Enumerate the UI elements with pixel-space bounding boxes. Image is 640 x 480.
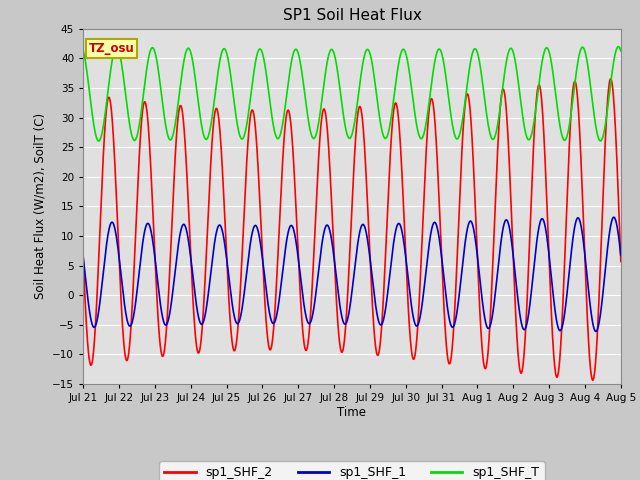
Line: sp1_SHF_1: sp1_SHF_1 xyxy=(83,217,621,332)
sp1_SHF_T xyxy=(285,71,293,76)
sp1_SHF_T xyxy=(548,67,556,72)
sp1_SHF_1 xyxy=(141,229,148,235)
sp1_SHF_2 xyxy=(607,76,614,82)
sp1_SHF_T xyxy=(173,112,180,118)
X-axis label: Time: Time xyxy=(337,406,367,419)
sp1_SHF_1 xyxy=(79,254,87,260)
sp1_SHF_T xyxy=(79,48,87,54)
sp1_SHF_1 xyxy=(548,284,556,289)
Y-axis label: Soil Heat Flux (W/m2), SoilT (C): Soil Heat Flux (W/m2), SoilT (C) xyxy=(34,113,47,300)
sp1_SHF_1 xyxy=(607,224,614,230)
sp1_SHF_2 xyxy=(548,329,556,335)
sp1_SHF_2 xyxy=(617,259,625,264)
sp1_SHF_T xyxy=(614,44,622,49)
sp1_SHF_1 xyxy=(617,252,625,258)
sp1_SHF_1 xyxy=(285,225,293,231)
sp1_SHF_1 xyxy=(173,257,180,263)
Text: TZ_osu: TZ_osu xyxy=(88,42,134,55)
sp1_SHF_T xyxy=(309,135,317,141)
sp1_SHF_2 xyxy=(607,76,614,82)
Line: sp1_SHF_2: sp1_SHF_2 xyxy=(83,79,621,380)
sp1_SHF_T xyxy=(607,83,614,88)
sp1_SHF_1 xyxy=(309,312,317,318)
sp1_SHF_2 xyxy=(309,275,317,281)
sp1_SHF_1 xyxy=(610,215,618,220)
sp1_SHF_2 xyxy=(589,377,596,383)
sp1_SHF_1 xyxy=(592,329,600,335)
sp1_SHF_T xyxy=(141,81,148,87)
sp1_SHF_2 xyxy=(173,134,180,140)
sp1_SHF_T xyxy=(617,48,625,54)
sp1_SHF_2 xyxy=(79,255,87,261)
sp1_SHF_2 xyxy=(141,99,148,105)
sp1_SHF_T xyxy=(95,138,102,144)
Title: SP1 Soil Heat Flux: SP1 Soil Heat Flux xyxy=(283,9,421,24)
Legend: sp1_SHF_2, sp1_SHF_1, sp1_SHF_T: sp1_SHF_2, sp1_SHF_1, sp1_SHF_T xyxy=(159,461,545,480)
Line: sp1_SHF_T: sp1_SHF_T xyxy=(83,47,621,141)
sp1_SHF_2 xyxy=(285,110,293,116)
